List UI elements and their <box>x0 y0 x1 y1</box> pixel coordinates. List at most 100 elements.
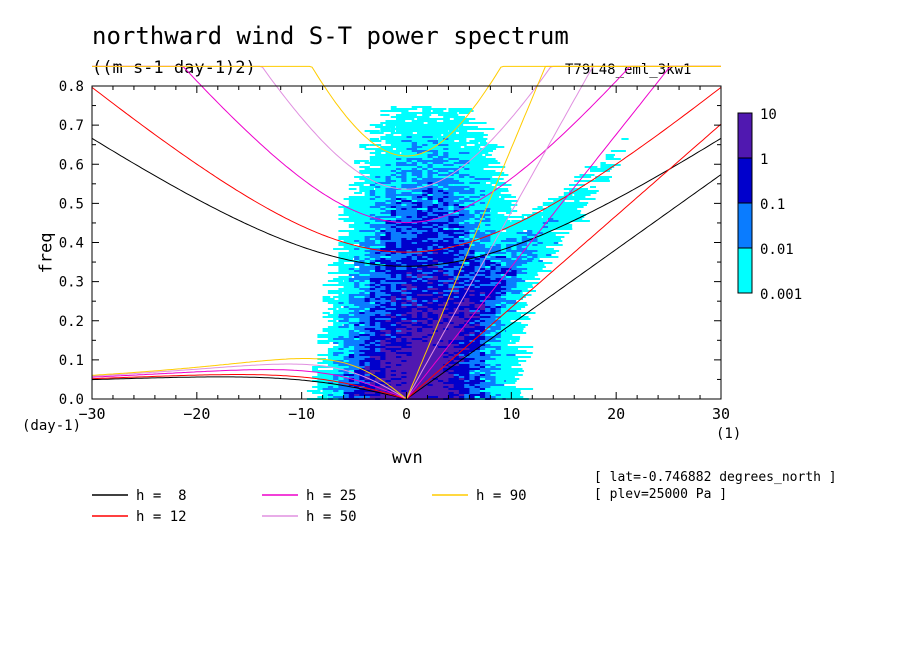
heatmap-cell <box>537 214 548 216</box>
heatmap-cell <box>375 348 384 350</box>
heatmap-cell <box>443 394 451 396</box>
heatmap-cell <box>322 328 330 330</box>
heatmap-cell <box>343 272 351 274</box>
heatmap-cell <box>438 202 449 204</box>
heatmap-cell <box>448 360 457 362</box>
heatmap-cell <box>375 270 385 272</box>
heatmap-cell <box>369 252 377 254</box>
heatmap-cell <box>438 302 447 304</box>
heatmap-cell <box>495 352 506 354</box>
heatmap-cell <box>485 254 493 256</box>
heatmap-cell <box>380 128 391 130</box>
heatmap-cell <box>527 252 535 254</box>
heatmap-cell <box>516 230 524 232</box>
heatmap-cell <box>464 194 472 196</box>
heatmap-cell <box>411 122 419 124</box>
heatmap-cell <box>500 200 519 202</box>
heatmap-cell <box>448 308 459 310</box>
heatmap-cell <box>333 342 342 344</box>
heatmap-cell <box>369 208 376 210</box>
heatmap-cell <box>364 370 372 372</box>
heatmap-cell <box>521 256 532 258</box>
x-tick-label: 10 <box>502 405 520 423</box>
heatmap-cell <box>327 394 337 396</box>
heatmap-cell <box>464 270 475 272</box>
heatmap-cell <box>521 250 532 252</box>
heatmap-cell <box>511 260 519 262</box>
heatmap-cell <box>364 224 374 226</box>
heatmap-cell <box>427 374 437 376</box>
heatmap-cell <box>500 222 519 224</box>
heatmap-cell <box>375 240 384 242</box>
heatmap-cell <box>485 258 493 260</box>
heatmap-cell <box>532 230 552 232</box>
heatmap-cell <box>490 206 511 208</box>
heatmap-cell <box>485 224 493 226</box>
heatmap-cell <box>537 262 553 264</box>
heatmap-cell <box>396 230 406 232</box>
heatmap-cell <box>411 236 421 238</box>
heatmap-cell <box>485 218 494 220</box>
heatmap-cell <box>427 390 433 392</box>
heatmap-cell <box>537 264 545 266</box>
heatmap-cell <box>542 204 552 206</box>
heatmap-cell <box>474 128 495 130</box>
heatmap-cell <box>406 134 416 136</box>
heatmap-cell <box>506 366 512 368</box>
heatmap-cell <box>427 394 438 396</box>
heatmap-cell <box>390 132 397 134</box>
heatmap-cell <box>453 262 460 264</box>
heatmap-cell <box>595 178 610 180</box>
heatmap-cell <box>569 218 575 220</box>
heatmap-cell <box>385 198 392 200</box>
heatmap-cell <box>464 342 473 344</box>
heatmap-cell <box>359 362 368 364</box>
heatmap-cell <box>511 312 520 314</box>
heatmap-cell <box>322 312 330 314</box>
heatmap-cell <box>527 254 533 256</box>
heatmap-cell <box>506 370 524 372</box>
heatmap-cell <box>511 280 517 282</box>
heatmap-cell <box>333 326 342 328</box>
heatmap-cell <box>411 322 422 324</box>
heatmap-cell <box>385 288 396 290</box>
heatmap-cell <box>385 158 393 160</box>
heatmap-cell <box>385 136 396 138</box>
heatmap-cell <box>469 346 480 348</box>
heatmap-cell <box>422 386 430 388</box>
heatmap-cell <box>422 130 431 132</box>
heatmap-cell <box>432 302 442 304</box>
heatmap-cell <box>327 320 337 322</box>
heatmap-cell <box>485 246 495 248</box>
heatmap-cell <box>364 246 370 248</box>
heatmap-cell <box>474 192 484 194</box>
heatmap-cell <box>338 334 349 336</box>
heatmap-cell <box>364 228 373 230</box>
heatmap-cell <box>401 148 408 150</box>
heatmap-cell <box>401 270 410 272</box>
heatmap-cell <box>390 386 400 388</box>
heatmap-cell <box>348 338 356 340</box>
heatmap-cell <box>348 354 356 356</box>
heatmap-cell <box>495 384 504 386</box>
heatmap-cell <box>574 198 582 200</box>
heatmap-cell <box>359 342 365 344</box>
heatmap-cell <box>375 296 385 298</box>
heatmap-cell <box>396 264 403 266</box>
heatmap-cell <box>448 134 457 136</box>
heatmap-cell <box>490 222 500 224</box>
heatmap-cell <box>464 312 474 314</box>
heatmap-cell <box>479 350 489 352</box>
heatmap-cell <box>338 206 358 208</box>
heatmap-cell <box>516 266 525 268</box>
heatmap-cell <box>443 282 453 284</box>
heatmap-cell <box>411 268 419 270</box>
heatmap-cell <box>490 188 509 190</box>
heatmap-cell <box>495 234 510 236</box>
heatmap-cell <box>364 182 385 184</box>
heatmap-cell <box>380 348 388 350</box>
heatmap-cell <box>469 272 477 274</box>
heatmap-cell <box>490 310 498 312</box>
heatmap-cell <box>417 158 424 160</box>
heatmap-cell <box>485 230 497 232</box>
